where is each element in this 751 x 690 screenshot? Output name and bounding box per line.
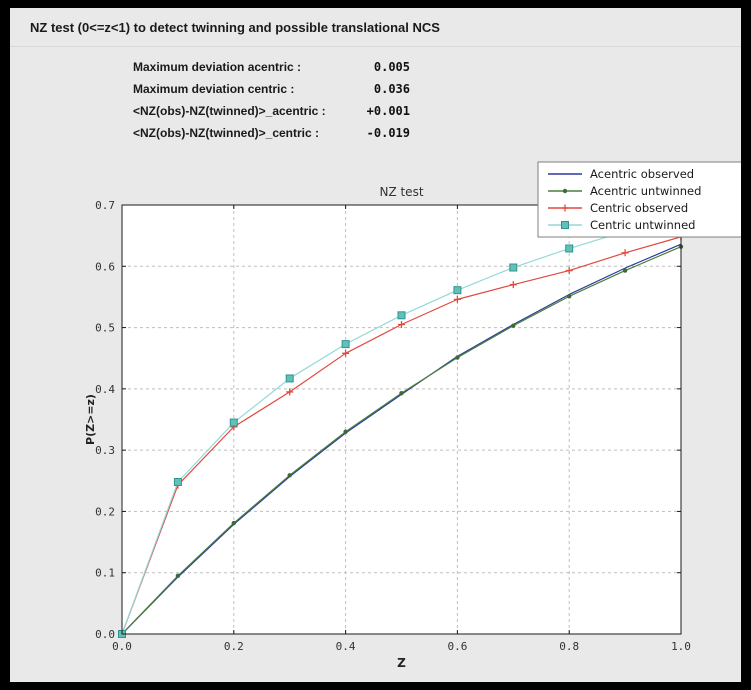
x-tick-label: 0.2 [224,640,244,653]
stats-block: Maximum deviation acentric :0.005 Maximum… [133,56,410,144]
legend-label-centric-observed: Centric observed [590,201,688,215]
marker-acentric-untwinned [287,473,292,478]
marker-acentric-untwinned [622,268,628,273]
legend-label-acentric-observed: Acentric observed [590,167,694,181]
marker-legend-centric-observed [561,204,569,212]
chart-title: NZ test [379,185,423,199]
y-tick-label: 0.7 [95,199,115,212]
x-tick-label: 0.0 [112,640,132,653]
header-divider [10,46,741,47]
marker-centric-untwinned [229,418,238,427]
stat-row: <NZ(obs)-NZ(twinned)>_acentric : +0.001 [133,100,410,122]
marker-legend-acentric-untwinned [562,188,568,194]
x-tick-label: 0.4 [336,640,356,653]
marker-centric-untwinned [397,311,406,320]
y-tick-label: 0.1 [95,567,115,580]
marker-centric-untwinned [565,244,574,253]
y-tick-label: 0.5 [95,322,115,335]
axes-frame [121,204,682,635]
stat-value: 0.005 [373,60,410,74]
page-title: NZ test (0<=z<1) to detect twinning and … [30,20,440,35]
stat-value: -0.019 [366,126,410,140]
marker-centric-untwinned [341,340,350,349]
legend-label-acentric-untwinned: Acentric untwinned [590,184,701,198]
y-tick-label: 0.2 [95,505,115,518]
stat-label: <NZ(obs)-NZ(twinned)>_centric : [133,126,320,140]
y-tick-label: 0.0 [95,628,115,641]
marker-legend-centric-untwinned [561,221,569,229]
x-tick-label: 1.0 [671,640,691,653]
legend-label-centric-untwinned: Centric untwinned [590,218,695,232]
y-tick-label: 0.3 [95,444,115,457]
marker-acentric-untwinned [343,429,348,434]
stat-label: Maximum deviation acentric : [133,60,302,74]
y-tick-label: 0.4 [95,383,115,396]
marker-centric-observed [621,249,629,257]
plot-window: NZ test (0<=z<1) to detect twinning and … [10,8,741,682]
marker-acentric-untwinned [567,294,572,299]
stat-row: Maximum deviation centric : 0.036 [133,78,410,100]
x-tick-label: 0.6 [447,640,467,653]
stat-value: 0.036 [373,82,410,96]
x-tick-label: 0.8 [559,640,579,653]
marker-centric-observed [342,349,350,357]
y-tick-label: 0.6 [95,260,115,273]
stat-row: <NZ(obs)-NZ(twinned)>_centric : -0.019 [133,122,410,144]
x-axis-label: Z [397,656,406,670]
marker-centric-observed [398,321,405,329]
marker-centric-untwinned [453,286,462,295]
marker-centric-observed [509,281,517,289]
marker-acentric-untwinned [231,520,236,526]
marker-centric-untwinned [173,478,182,487]
stat-row: Maximum deviation acentric : 0.005 [133,56,410,78]
stat-value: +0.001 [366,104,410,118]
marker-acentric-untwinned [175,573,181,578]
y-axis-label: P(Z>=z) [84,394,97,445]
marker-centric-untwinned [509,263,518,272]
marker-acentric-untwinned [511,323,516,328]
stat-label: <NZ(obs)-NZ(twinned)>_acentric : [133,104,326,118]
marker-centric-observed [565,267,573,275]
marker-centric-observed [286,388,294,396]
marker-acentric-untwinned [399,390,404,396]
nz-test-chart: 0.0 0.2 0.4 0.6 0.8 1.0 0.0 0.1 0.2 0.3 0.4 0.5 0.6 0… [84,161,741,670]
marker-centric-observed [453,295,461,303]
stat-label: Maximum deviation centric : [133,82,295,96]
plot-area [122,205,681,634]
marker-acentric-untwinned [455,355,460,360]
marker-centric-untwinned [285,374,294,383]
